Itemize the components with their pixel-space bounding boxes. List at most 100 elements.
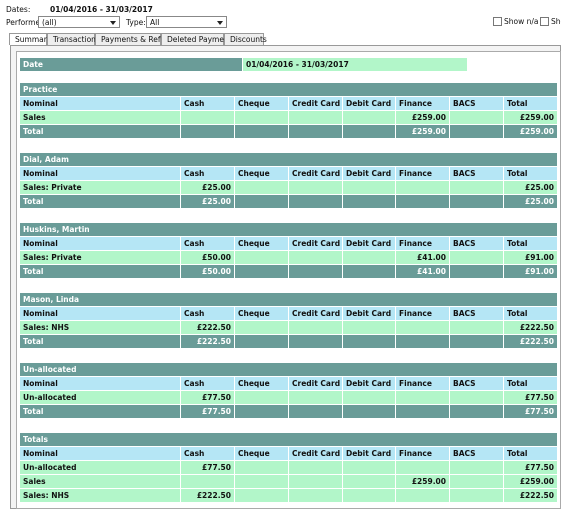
column-header: Total	[504, 307, 558, 321]
total-cell: £259.00	[504, 125, 558, 139]
empty-cell	[235, 251, 289, 265]
column-header: Debit Card	[343, 307, 396, 321]
empty-cell	[343, 195, 396, 209]
empty-cell	[235, 475, 289, 489]
empty-cell	[343, 125, 396, 139]
column-header: Cheque	[235, 377, 289, 391]
column-header: Cash	[181, 97, 235, 111]
empty-cell	[235, 405, 289, 419]
empty-cell	[235, 195, 289, 209]
total-cell: Total	[20, 125, 181, 139]
checkbox[interactable]	[493, 17, 502, 26]
column-header: Debit Card	[343, 237, 396, 251]
cell: Sales	[20, 111, 181, 125]
empty-cell	[343, 335, 396, 349]
cell: £259.00	[504, 475, 558, 489]
column-header: Debit Card	[343, 97, 396, 111]
total-cell: £50.00	[181, 265, 235, 279]
empty-cell	[235, 335, 289, 349]
total-cell: £222.50	[181, 335, 235, 349]
empty-cell	[450, 251, 504, 265]
empty-cell	[181, 125, 235, 139]
type-select[interactable]: All	[146, 16, 227, 28]
column-header: Cash	[181, 167, 235, 181]
empty-cell	[396, 489, 450, 503]
column-header: Cheque	[235, 447, 289, 461]
column-header: Credit Card	[289, 167, 343, 181]
tab[interactable]: Transactions	[47, 33, 100, 45]
empty-cell	[289, 195, 343, 209]
column-header: Cheque	[235, 307, 289, 321]
column-header: Total	[504, 97, 558, 111]
performer-label: Performer:	[6, 18, 46, 27]
column-header: Nominal	[20, 237, 181, 251]
empty-cell	[343, 489, 396, 503]
empty-cell	[235, 461, 289, 475]
empty-cell	[235, 391, 289, 405]
empty-cell	[235, 125, 289, 139]
column-header: Nominal	[20, 307, 181, 321]
total-cell: £77.50	[504, 405, 558, 419]
column-header: Cheque	[235, 237, 289, 251]
cell: £259.00	[396, 475, 450, 489]
column-header: Nominal	[20, 167, 181, 181]
column-header: Debit Card	[343, 167, 396, 181]
cell: £25.00	[181, 181, 235, 195]
performer-select[interactable]: (all)	[38, 16, 120, 28]
column-header: Credit Card	[289, 97, 343, 111]
empty-cell	[396, 181, 450, 195]
column-header: Total	[504, 377, 558, 391]
empty-cell	[343, 111, 396, 125]
cell: £91.00	[504, 251, 558, 265]
column-header: Finance	[396, 307, 450, 321]
column-header: Cash	[181, 307, 235, 321]
empty-cell	[450, 265, 504, 279]
empty-cell	[396, 195, 450, 209]
cell: Sales: NHS	[20, 489, 181, 503]
column-header: Total	[504, 447, 558, 461]
dates-value: 01/04/2016 - 31/03/2017	[50, 5, 153, 14]
column-header: BACS	[450, 97, 504, 111]
section-header: Dial, Adam	[20, 153, 558, 167]
cell: Sales	[20, 475, 181, 489]
empty-cell	[289, 489, 343, 503]
empty-cell	[343, 251, 396, 265]
column-header: BACS	[450, 447, 504, 461]
empty-cell	[181, 475, 235, 489]
empty-cell	[450, 125, 504, 139]
dates-label: Dates:	[6, 5, 31, 14]
empty-cell	[289, 475, 343, 489]
empty-cell	[450, 181, 504, 195]
column-header: Credit Card	[289, 237, 343, 251]
tab[interactable]: Summary	[9, 33, 51, 45]
cell: £77.50	[504, 391, 558, 405]
empty-cell	[235, 489, 289, 503]
empty-cell	[343, 265, 396, 279]
column-header: Nominal	[20, 97, 181, 111]
column-header: Cheque	[235, 167, 289, 181]
empty-cell	[396, 335, 450, 349]
tab[interactable]: Discounts	[224, 33, 267, 45]
empty-cell	[450, 335, 504, 349]
cell: £222.50	[504, 489, 558, 503]
cell: Sales: Private	[20, 251, 181, 265]
empty-cell	[343, 461, 396, 475]
empty-cell	[235, 181, 289, 195]
total-cell: £41.00	[396, 265, 450, 279]
empty-cell	[289, 181, 343, 195]
cell: £259.00	[396, 111, 450, 125]
section-header: Totals	[20, 433, 558, 447]
column-header: Cash	[181, 447, 235, 461]
checkbox[interactable]	[540, 17, 549, 26]
cell: £25.00	[504, 181, 558, 195]
empty-cell	[289, 111, 343, 125]
tab[interactable]: Payments & Refunds	[95, 33, 179, 45]
empty-cell	[343, 405, 396, 419]
total-cell: £77.50	[181, 405, 235, 419]
column-header: Total	[504, 167, 558, 181]
column-header: Finance	[396, 97, 450, 111]
empty-cell	[289, 265, 343, 279]
checkbox-label: Sho	[551, 17, 561, 26]
tab[interactable]: Deleted Payments	[161, 33, 236, 45]
